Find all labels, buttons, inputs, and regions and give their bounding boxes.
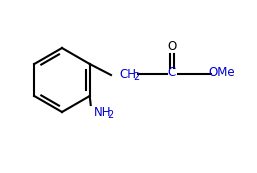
Text: CH: CH (119, 67, 136, 80)
Text: 2: 2 (133, 72, 139, 82)
Text: OMe: OMe (209, 66, 235, 80)
Text: 2: 2 (108, 110, 114, 120)
Text: C: C (168, 66, 176, 80)
Text: NH: NH (94, 106, 111, 119)
Text: O: O (167, 39, 177, 52)
